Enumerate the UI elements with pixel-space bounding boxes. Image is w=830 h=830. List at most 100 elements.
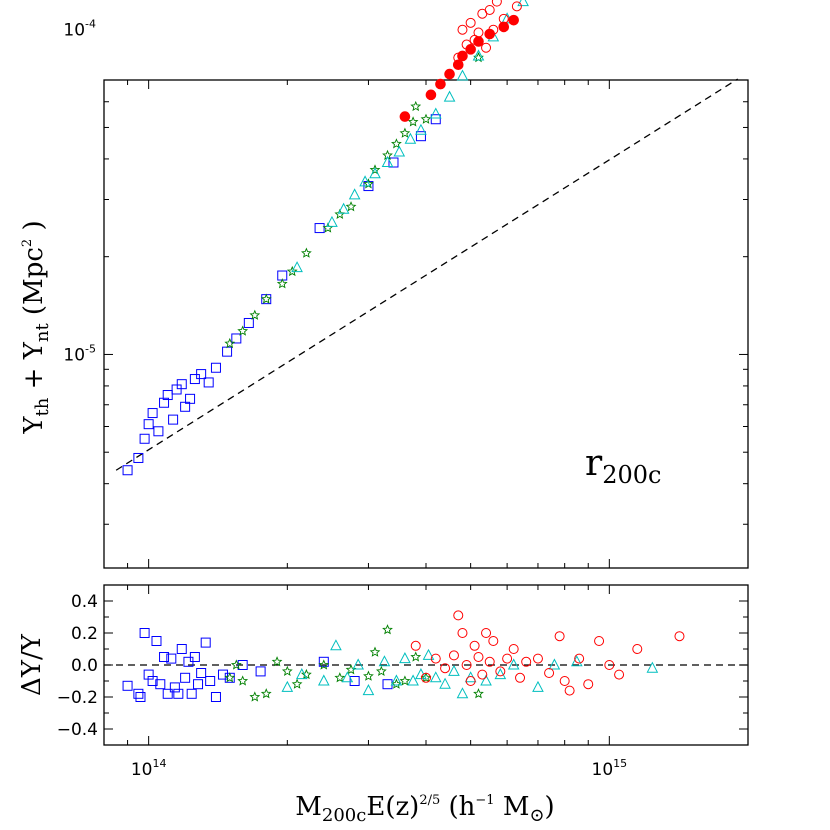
marker-circle-open [477,669,488,680]
marker-circle-filled [508,14,519,26]
marker-circle-filled [399,111,411,122]
xlabel-part-h: (h [440,792,475,822]
y-tick-label: −0.2 [57,688,98,708]
marker-triangle [429,671,442,683]
marker-circle-open [461,660,472,670]
annotation-r200c: r200c [585,443,661,489]
marker-star [260,293,272,304]
marker-triangle [359,175,371,187]
marker-star [345,664,357,675]
marker-triangle [381,155,394,167]
y-tick-label-base: 10 [63,21,85,41]
fit-line-dashed [115,78,739,471]
y-tick-label: 10-5 [63,342,96,365]
ylabel-part-exp: 2 [20,239,35,247]
x-tick-label-exp: 15 [613,757,627,770]
marker-triangle [341,671,354,683]
marker-triangle [422,648,435,660]
top-data-points [122,0,529,476]
marker-circle-filled [444,68,455,80]
y-tick-label: 0.2 [71,624,98,644]
marker-square [203,377,214,388]
marker-square [388,157,399,168]
marker-star [249,309,261,320]
marker-triangle [456,69,469,81]
marker-triangle [548,658,561,670]
y-tick-label: 10-4 [63,18,96,41]
marker-triangle [291,261,303,273]
xlabel-part-hexp: −1 [475,793,494,808]
marker-circle-open [515,672,526,683]
marker-triangle [443,90,456,102]
marker-circle-open [564,685,575,696]
marker-star [391,138,402,149]
marker-triangle [429,107,442,119]
marker-circle-open [594,636,605,646]
marker-triangle [464,671,477,683]
marker-triangle [390,674,403,686]
marker-circle-open [488,636,499,646]
marker-square [159,652,170,662]
x-tick-label-base: 10 [592,760,614,780]
marker-circle-open [430,653,441,664]
marker-circle-open [521,656,532,667]
y-tick-label: −0.4 [57,720,98,740]
marker-triangle [326,215,338,227]
y-tick-label-exp: -5 [85,342,96,355]
marker-square [139,433,150,444]
marker-circle-open [473,652,484,662]
marker-square [237,660,248,670]
marker-circle-open [457,24,468,35]
marker-square [122,680,133,691]
marker-star [300,668,312,680]
marker-square [162,688,173,699]
marker-circle-open [457,628,468,638]
marker-square [185,393,196,404]
marker-triangle [494,668,507,680]
marker-square [147,408,158,419]
marker-triangle [337,202,350,214]
marker-square [349,676,360,686]
ylabel-part-mpc: (Mpc [19,247,49,323]
marker-star [318,659,330,670]
ylabel-part-nt: nt [32,323,53,343]
marker-triangle [369,167,381,179]
y-tick-label: 0.4 [71,592,98,612]
marker-circle-open [440,663,451,674]
marker-square [243,317,254,328]
marker-star [237,675,249,686]
marker-square [180,672,191,683]
xlabel-part-close: ) [545,792,555,822]
marker-square [153,426,164,437]
marker-triangle [517,0,529,7]
marker-triangle [507,658,520,670]
marker-triangle [456,687,469,699]
marker-circle-open [544,668,555,678]
marker-square [143,669,154,680]
marker-star [281,665,293,676]
bottom-y-axis-label: ΔY/Y [17,633,47,696]
marker-circle-open [481,42,492,53]
y-tick-label-base: 10 [63,345,85,365]
marker-square [415,131,426,142]
marker-circle-open [484,4,495,15]
marker-star [375,665,387,676]
marker-triangle [415,123,427,135]
xlabel-part-exp: 2/5 [419,793,440,808]
marker-circle-open [508,644,519,654]
marker-square [155,679,166,690]
xlabel-part-200c: 200c [322,805,366,826]
x-axis-label: M200cE(z)2/5 (h−1 M⊙) [295,792,554,826]
annotation-sub: 200c [602,461,661,489]
marker-circle-open [448,650,459,661]
marker-square [166,653,177,664]
marker-circle-open [583,679,594,690]
marker-star [291,678,303,689]
marker-circle-open [511,1,522,12]
marker-circle-filled [484,28,496,40]
marker-star [399,675,411,686]
marker-circle-open [421,672,431,683]
marker-square [186,688,197,699]
marker-circle-open [574,653,585,664]
